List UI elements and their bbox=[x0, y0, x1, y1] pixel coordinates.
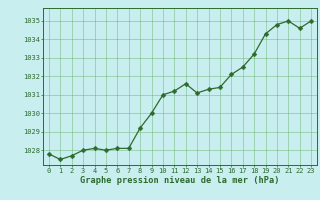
X-axis label: Graphe pression niveau de la mer (hPa): Graphe pression niveau de la mer (hPa) bbox=[80, 176, 280, 185]
